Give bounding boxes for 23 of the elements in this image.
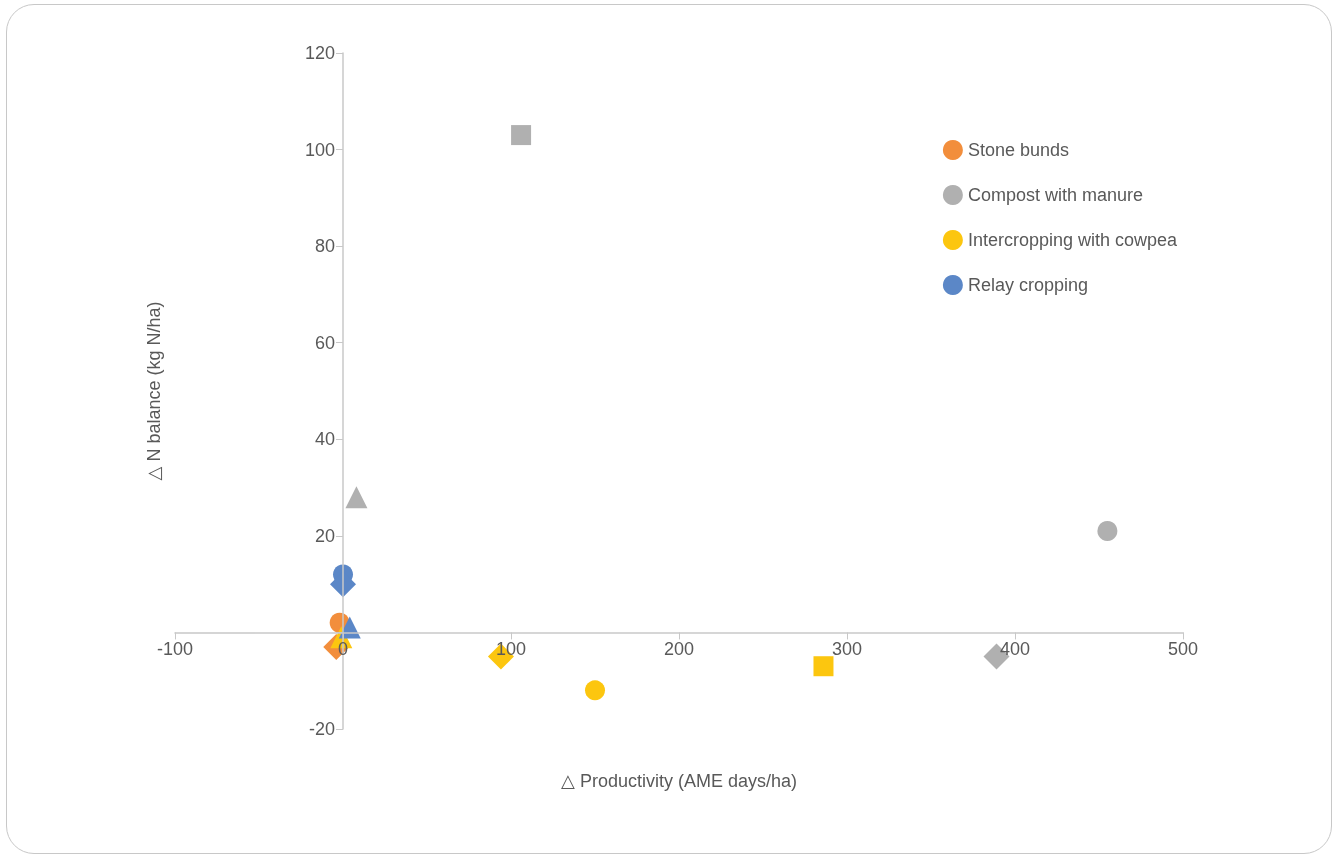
y-tick-label: 40	[314, 429, 335, 450]
point	[345, 486, 368, 509]
point	[1097, 521, 1118, 542]
x-axis-title: △ Productivity (AME days/ha)	[561, 771, 797, 792]
point	[511, 125, 532, 146]
y-tick-label: 80	[314, 236, 335, 257]
x-tick-label: -100	[156, 639, 194, 660]
y-tick-label: 100	[304, 139, 335, 160]
x-tick-label: 300	[831, 639, 863, 660]
point	[585, 680, 605, 701]
legend-label: Stone bunds	[967, 140, 1069, 160]
legend-label: Compost with manure	[967, 185, 1143, 205]
y-tick-label: 60	[314, 332, 335, 353]
x-tick-label: 500	[1167, 639, 1199, 660]
y-axis-title: △ N balance (kg N/ha)	[144, 301, 164, 481]
y-tick-label: -20	[308, 719, 335, 739]
legend-label: Relay cropping	[967, 275, 1088, 295]
x-tick-label: 200	[663, 639, 695, 660]
point	[813, 656, 834, 677]
x-tick-label: 400	[999, 639, 1031, 660]
legend-label: Intercropping with cowpea	[967, 230, 1178, 250]
y-tick-label: 20	[314, 525, 335, 546]
y-tick-label: 120	[304, 43, 335, 63]
